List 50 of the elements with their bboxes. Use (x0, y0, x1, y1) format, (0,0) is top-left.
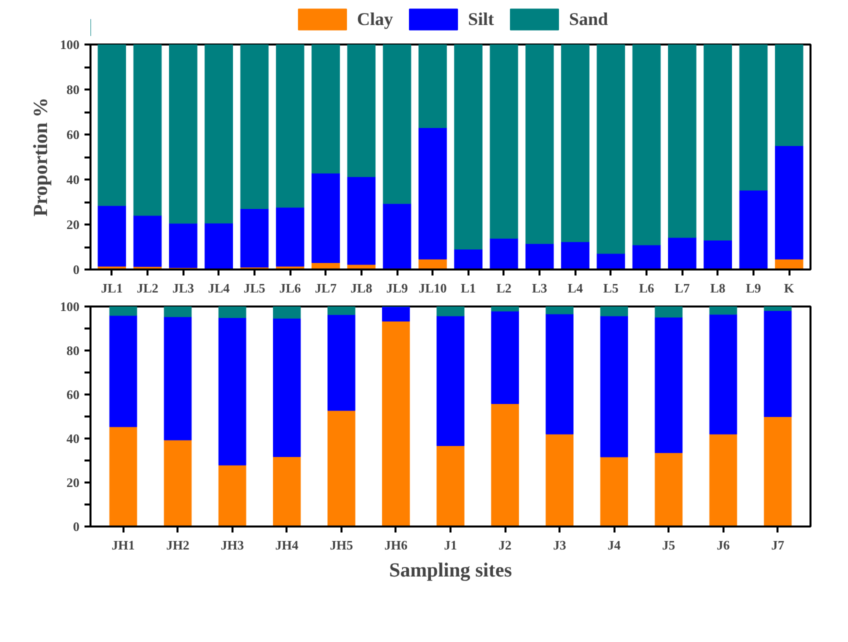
x-tick-label: L2 (496, 280, 512, 296)
y-tick-label: 100 (60, 299, 80, 314)
x-tick-label: JL2 (136, 280, 158, 296)
x-tick-label: L9 (746, 280, 762, 296)
x-tick-label: JH1 (112, 538, 135, 552)
x-tick-label: L6 (638, 280, 655, 296)
x-tick-label: JH6 (384, 538, 408, 552)
legend-label: Silt (468, 8, 494, 30)
legend-label: Clay (356, 8, 393, 30)
y-tick-label: 20 (66, 217, 80, 232)
x-tick-label: JL4 (208, 280, 230, 296)
x-tick-label: JL9 (386, 280, 408, 296)
x-tick-label: JL1 (101, 280, 123, 296)
y-tick-label: 40 (66, 172, 80, 187)
x-tick-label: JH5 (330, 538, 354, 552)
x-tick-label: J4 (608, 538, 622, 552)
x-tick-label: J7 (771, 538, 785, 552)
x-tick-label: JL6 (279, 280, 302, 296)
y-axis-title: Proportion % (30, 97, 52, 217)
x-tick-label: L8 (710, 280, 726, 296)
y-tick-label: 100 (60, 37, 80, 52)
x-tick-label: JL8 (350, 280, 373, 296)
y-tick-label: 60 (66, 387, 80, 402)
x-tick-label: J6 (716, 538, 730, 552)
x-tick-label: J2 (498, 538, 512, 552)
y-tick-label: 20 (66, 475, 80, 490)
x-tick-label: JH2 (166, 538, 190, 552)
x-tick-label: JL5 (244, 280, 266, 296)
x-tick-label: JL7 (314, 280, 338, 296)
x-tick-label: L1 (460, 280, 476, 296)
x-tick-label: JH3 (220, 538, 244, 552)
x-tick-label: JL10 (418, 280, 447, 296)
y-tick-label: 40 (66, 431, 80, 446)
x-tick-label: L3 (532, 280, 548, 296)
y-tick-label: 60 (66, 127, 80, 142)
x-axis-title: Sampling sites (389, 560, 512, 582)
x-tick-label: JL3 (172, 280, 195, 296)
x-tick-label: L7 (674, 280, 690, 296)
x-tick-label: L5 (603, 280, 619, 296)
y-tick-label: 0 (73, 519, 80, 534)
x-tick-label: K (784, 280, 796, 296)
legend-label: Sand (568, 8, 608, 30)
x-tick-label: JH4 (275, 538, 299, 552)
x-tick-label: J3 (553, 538, 567, 552)
x-tick-label: J1 (444, 538, 457, 552)
y-tick-label: 80 (66, 343, 80, 358)
y-tick-label: 0 (73, 262, 80, 277)
y-tick-label: 80 (66, 82, 80, 97)
x-tick-label: L4 (568, 280, 584, 296)
x-tick-label: J5 (662, 538, 676, 552)
